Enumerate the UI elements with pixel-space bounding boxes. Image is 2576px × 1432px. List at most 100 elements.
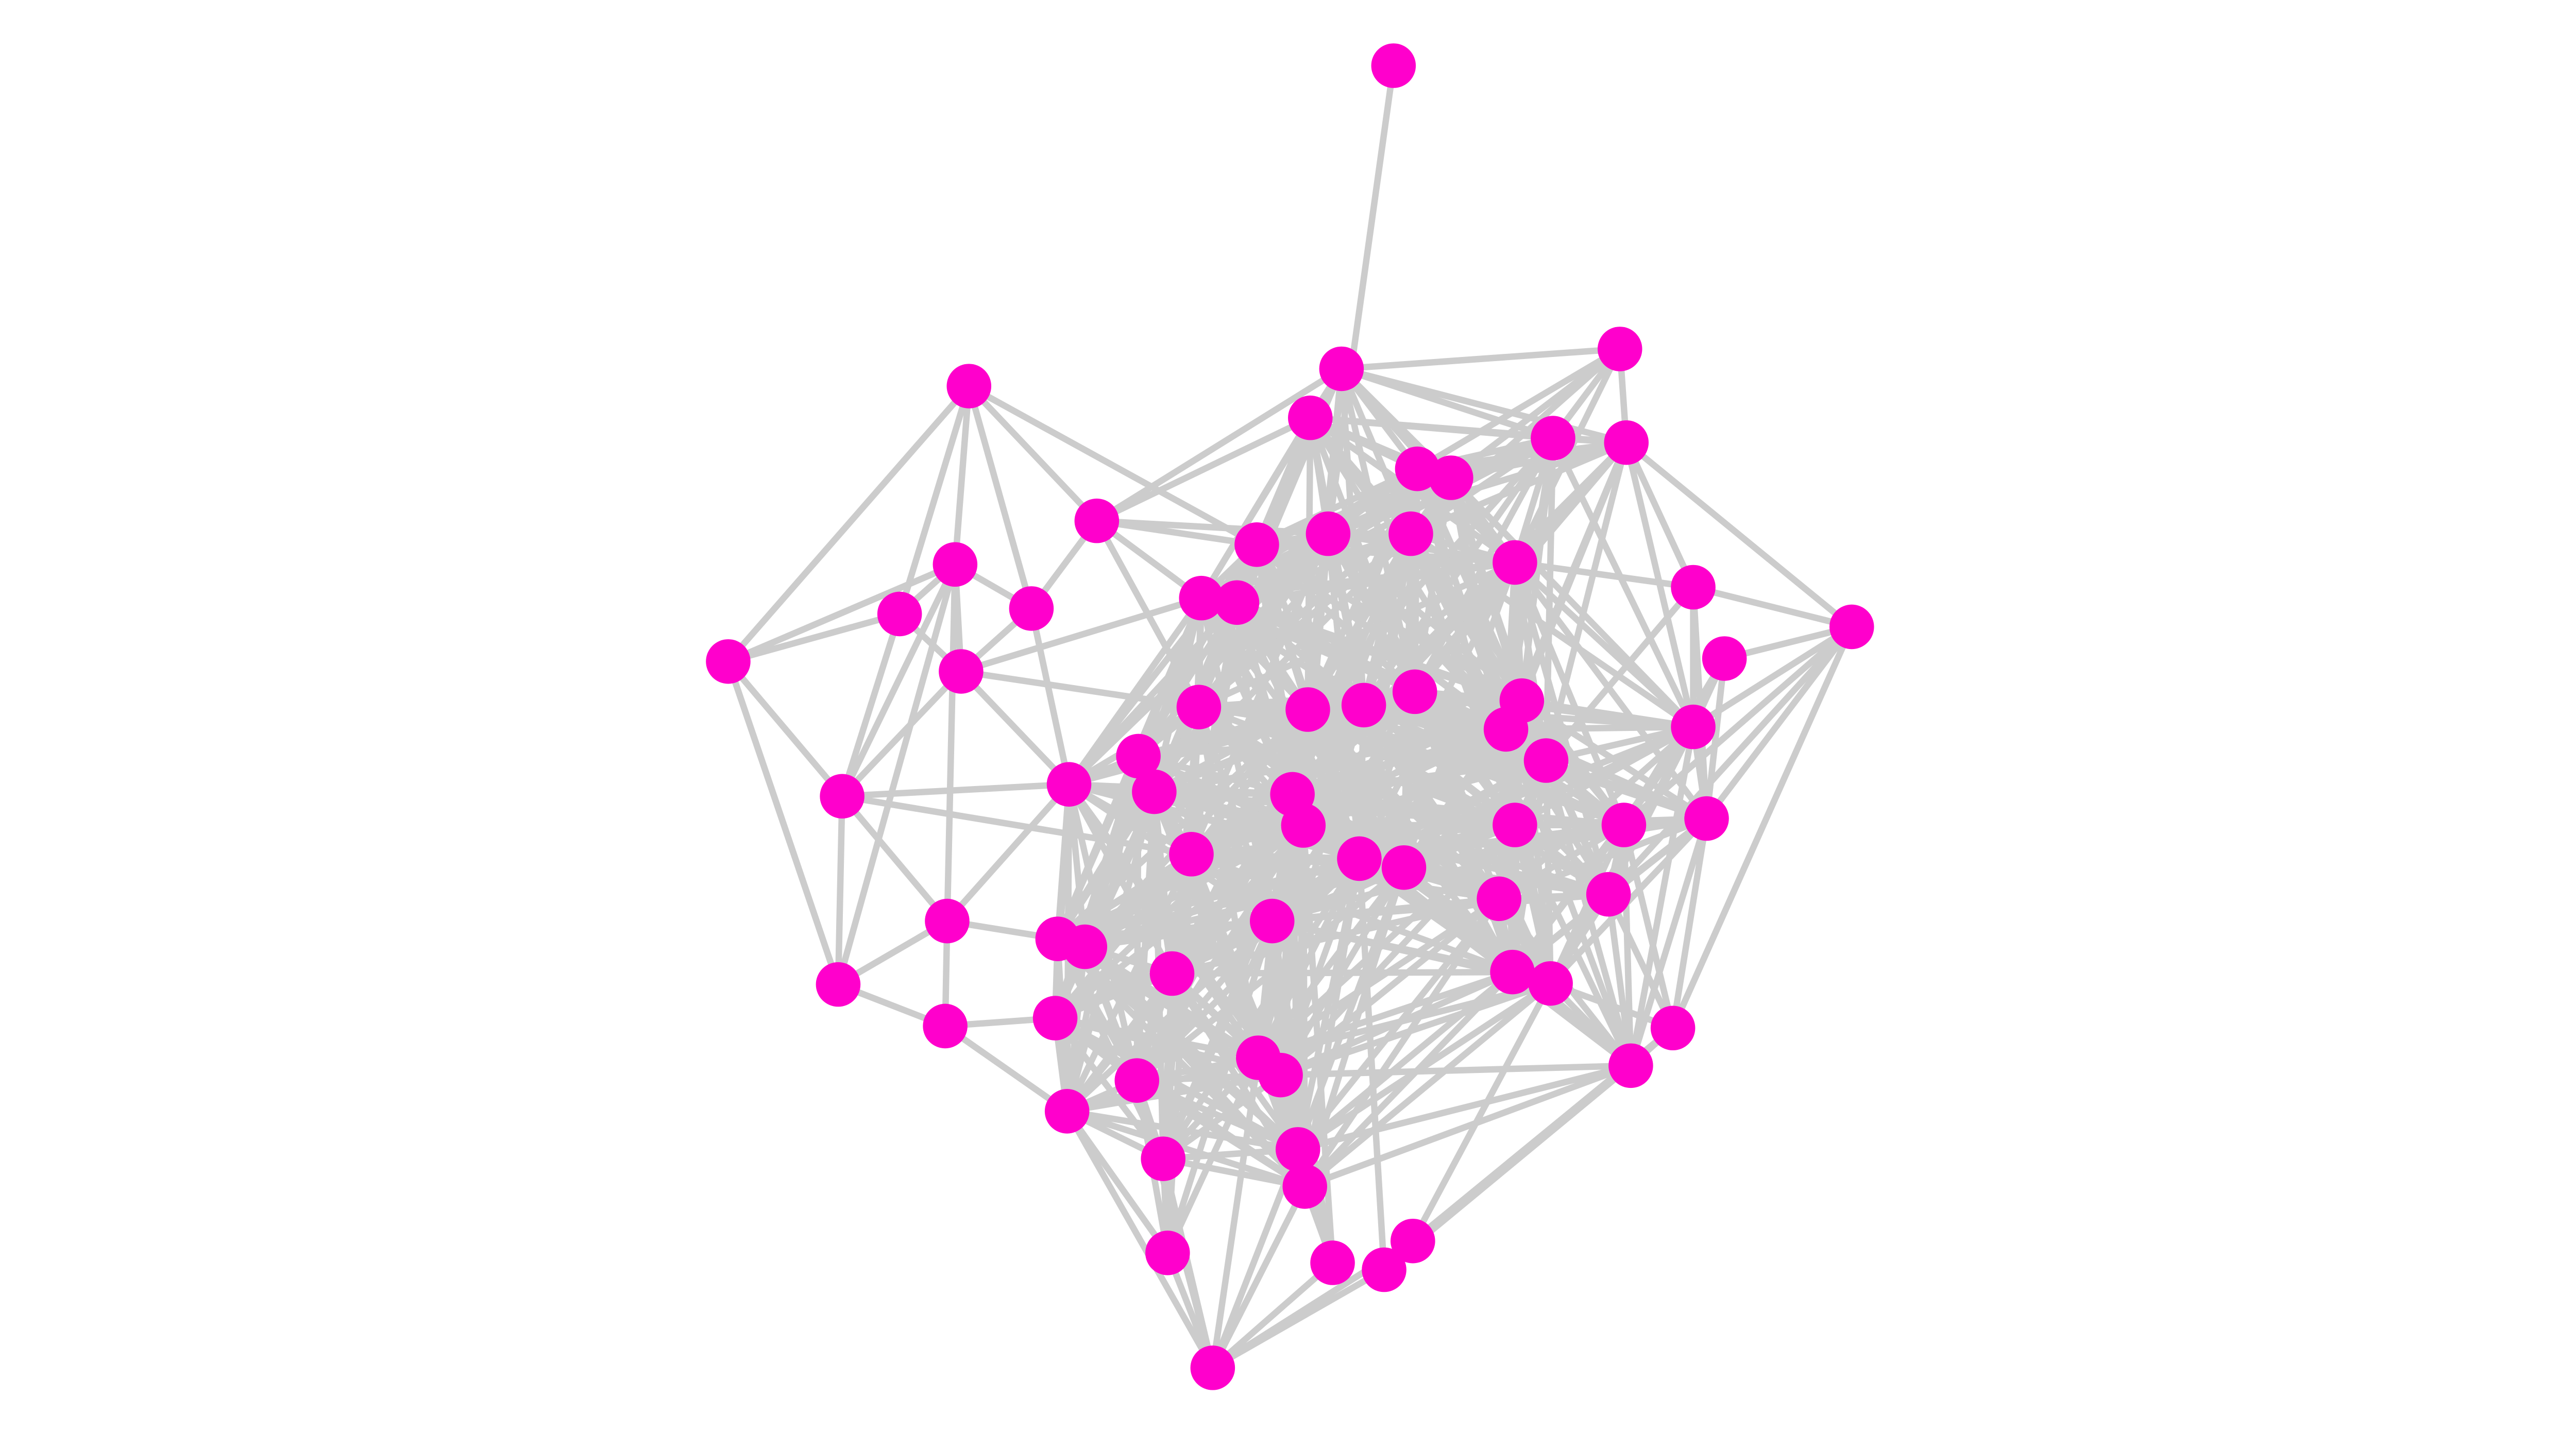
graph-node	[923, 1003, 968, 1049]
graph-edge	[1550, 436, 1697, 728]
graph-node	[1306, 511, 1351, 556]
graph-edge	[1257, 969, 1514, 1061]
graph-edge	[1235, 599, 1523, 704]
graph-edge	[725, 660, 841, 986]
graph-node	[1604, 420, 1649, 465]
graph-edge	[1055, 755, 1142, 941]
graph-node	[1388, 511, 1433, 556]
graph-edge	[1296, 981, 1553, 1152]
graph-edge	[1163, 1146, 1298, 1162]
graph-edge	[1623, 441, 1697, 728]
graph-node	[1046, 762, 1092, 807]
graph-node	[1490, 949, 1535, 995]
graph-edge	[1154, 726, 1507, 795]
graph-edge	[1302, 757, 1547, 829]
graph-node	[1337, 836, 1382, 881]
graph-node	[1234, 522, 1279, 567]
graph-node	[1671, 565, 1716, 610]
graph-node	[1371, 43, 1416, 88]
graph-edge	[1415, 346, 1622, 472]
graph-edge	[1064, 971, 1175, 1114]
graph-edge	[1297, 1062, 1632, 1153]
graph-edge	[960, 595, 1202, 675]
graph-edge	[944, 782, 1072, 924]
graph-edge	[1521, 697, 1694, 730]
graph-edge	[1136, 1077, 1299, 1153]
graph-edge	[1513, 724, 1695, 828]
graph-edge	[1162, 1155, 1306, 1190]
graph-node	[939, 649, 984, 694]
graph-edge	[944, 564, 959, 922]
graph-edge	[958, 669, 1072, 787]
graph-edge	[1606, 624, 1854, 897]
graph-edge	[952, 386, 973, 565]
graph-node	[1149, 951, 1195, 996]
graph-edge	[965, 385, 1035, 610]
graph-node	[1141, 1136, 1185, 1181]
graph-edge	[1291, 726, 1507, 797]
graph-edge	[1066, 1108, 1299, 1153]
graph-node	[933, 542, 978, 587]
graph-edge	[1028, 608, 1073, 786]
graph-node	[1391, 1218, 1435, 1264]
graph-edge	[1066, 1108, 1306, 1190]
graph-node	[1528, 961, 1573, 1006]
graph-node	[820, 774, 865, 819]
graph-edge	[727, 610, 901, 665]
graph-edge	[839, 613, 903, 797]
graph-node	[1477, 876, 1521, 922]
graph-node	[1310, 1240, 1355, 1285]
graph-edge	[1172, 968, 1513, 977]
graph-node	[1190, 1345, 1235, 1390]
graph-node	[877, 591, 922, 637]
graph-edge	[1210, 1260, 1335, 1371]
graph-edge	[839, 794, 950, 924]
graph-node	[1362, 1247, 1406, 1292]
graph-edge	[1628, 817, 1710, 1067]
graph-node	[1608, 1043, 1653, 1088]
graph-node	[1829, 604, 1874, 650]
graph-edge	[1691, 624, 1854, 730]
graph-node	[1176, 685, 1222, 729]
graph-edge	[967, 383, 1259, 548]
graph-edge	[1411, 1063, 1633, 1244]
graph-node	[1483, 707, 1529, 752]
graph-node	[1009, 586, 1054, 631]
graph-node	[1288, 395, 1333, 440]
graph-edge	[1670, 625, 1855, 1030]
graph-edge	[1052, 755, 1142, 1019]
graph-edge	[1514, 559, 1694, 591]
graph-node	[1044, 1089, 1090, 1134]
graph-edge	[1498, 815, 1708, 902]
graph-edge	[1341, 365, 1628, 446]
graph-edge	[1138, 753, 1294, 797]
graph-node	[1523, 738, 1569, 783]
graph-edge	[1161, 1072, 1283, 1162]
graph-node	[1650, 1005, 1696, 1051]
graph-edge	[1303, 1062, 1632, 1190]
graph-node	[925, 898, 970, 944]
graph-edge	[835, 796, 845, 985]
graph-edge	[1135, 1078, 1307, 1189]
graph-edge	[725, 384, 972, 664]
graph-node	[816, 962, 861, 1007]
graph-edge	[1513, 560, 1696, 729]
graph-node	[1429, 455, 1473, 500]
graph-node	[1116, 734, 1161, 779]
graph-edge	[1628, 726, 1697, 1066]
graph-edge	[1095, 415, 1312, 524]
graph-edge	[1669, 818, 1710, 1029]
graph-node	[1074, 498, 1120, 543]
graph-edge	[1545, 724, 1694, 764]
graph-edge	[725, 659, 845, 798]
graph-edge	[1305, 436, 1556, 712]
graph-edge	[1161, 1055, 1261, 1161]
graph-node	[1249, 898, 1295, 944]
graph-edge	[1605, 894, 1634, 1066]
graph-edge	[1066, 600, 1240, 787]
graph-edge	[1198, 416, 1313, 600]
graph-edge	[1292, 757, 1547, 798]
node-layer	[706, 43, 1874, 1390]
graph-node	[1586, 872, 1631, 917]
